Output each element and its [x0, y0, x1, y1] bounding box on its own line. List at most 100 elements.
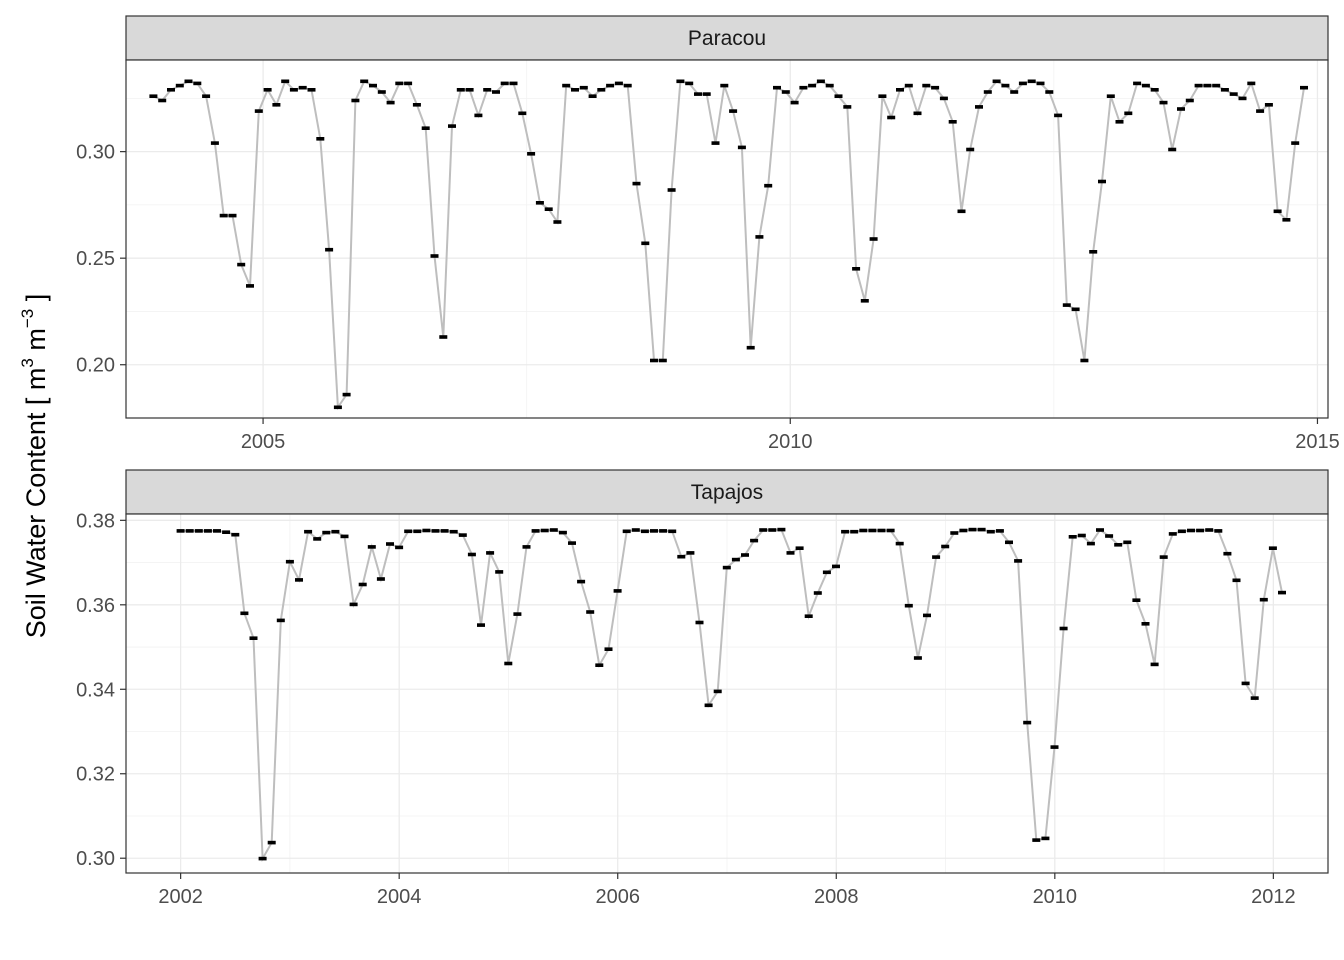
data-point	[813, 591, 822, 595]
data-point	[860, 299, 869, 303]
data-point	[486, 551, 495, 555]
data-point	[267, 840, 276, 845]
data-point	[1086, 541, 1095, 546]
data-point	[1106, 94, 1115, 98]
data-point	[474, 113, 483, 118]
data-point	[720, 83, 729, 88]
data-point	[777, 527, 786, 532]
data-point	[850, 529, 859, 534]
data-point	[246, 284, 254, 288]
data-point	[386, 542, 394, 546]
data-point	[185, 529, 194, 533]
data-point	[553, 220, 562, 224]
data-point	[440, 529, 449, 533]
data-point	[558, 530, 567, 535]
data-point	[614, 81, 623, 86]
data-point	[313, 537, 322, 541]
data-point	[975, 105, 983, 109]
data-point	[458, 533, 467, 537]
data-point	[249, 636, 258, 640]
data-point	[202, 94, 211, 98]
data-point	[376, 577, 385, 581]
x-tick-label: 2010	[768, 431, 813, 453]
data-point	[386, 100, 395, 105]
data-point	[194, 529, 203, 533]
facet-strip-label: Paracou	[688, 27, 766, 50]
data-point	[1247, 81, 1256, 86]
data-point	[781, 90, 790, 94]
data-point	[175, 83, 184, 88]
data-point	[1177, 107, 1185, 111]
data-point	[841, 529, 850, 534]
data-point	[869, 237, 878, 241]
data-point	[957, 209, 966, 214]
data-point	[632, 181, 641, 186]
data-point	[729, 109, 738, 113]
data-point	[694, 92, 702, 96]
data-point	[404, 529, 413, 534]
y-axis-title-mid: m	[21, 328, 51, 358]
y-tick-label: 0.36	[76, 595, 115, 617]
data-point	[439, 335, 448, 339]
y-tick-label: 0.20	[76, 355, 115, 377]
data-point	[1238, 96, 1247, 101]
facet-paracou: Paracou 2005 2010 2015 0.20 0.25 0.30	[76, 15, 1340, 453]
data-point	[1278, 590, 1286, 595]
data-point	[676, 79, 685, 84]
data-point	[193, 81, 202, 86]
data-point	[349, 602, 358, 607]
data-point	[773, 85, 781, 90]
data-point	[659, 529, 668, 533]
data-point	[804, 614, 813, 618]
y-tick-label: 0.34	[76, 679, 115, 701]
data-point	[522, 545, 531, 549]
data-point	[1045, 90, 1054, 94]
data-point	[1068, 535, 1077, 539]
data-point	[695, 620, 704, 625]
data-point	[304, 529, 313, 534]
data-point	[1185, 98, 1194, 103]
data-point	[176, 529, 185, 533]
data-point	[1232, 578, 1241, 583]
data-point	[298, 85, 307, 90]
data-point	[449, 529, 458, 534]
data-point	[868, 528, 877, 533]
data-point	[571, 88, 579, 92]
data-point	[923, 613, 931, 618]
data-point	[1150, 88, 1159, 92]
data-point	[504, 661, 513, 666]
data-point	[1023, 720, 1032, 725]
data-point	[808, 83, 817, 88]
data-point	[456, 88, 465, 92]
data-point	[686, 551, 695, 555]
panel-border	[125, 513, 1329, 874]
data-point	[340, 534, 349, 539]
data-point	[613, 589, 622, 593]
data-point	[595, 663, 604, 667]
data-point	[1177, 529, 1186, 534]
data-point	[568, 541, 576, 545]
y-axis-title-prefix: Soil Water Content [ m	[21, 368, 51, 639]
data-point	[795, 546, 804, 550]
data-point	[369, 83, 377, 88]
data-point	[741, 553, 749, 557]
data-point	[750, 538, 759, 543]
panel-border	[125, 59, 1329, 419]
data-point	[852, 267, 861, 271]
data-point	[316, 137, 325, 141]
svg-text:Soil Water Content [ m3 m−3 ]: Soil Water Content [ m3 m−3 ]	[18, 294, 51, 638]
data-point	[859, 528, 868, 533]
data-point	[586, 610, 595, 614]
data-point	[577, 579, 586, 584]
data-point	[1036, 81, 1045, 86]
data-point	[258, 856, 267, 861]
data-point	[527, 152, 536, 156]
data-point	[1223, 551, 1232, 556]
data-point	[746, 345, 755, 350]
data-point	[1014, 559, 1023, 563]
data-point	[213, 529, 221, 533]
data-point	[685, 81, 694, 86]
data-point	[922, 83, 931, 88]
data-point	[677, 554, 686, 559]
data-point	[650, 358, 658, 363]
